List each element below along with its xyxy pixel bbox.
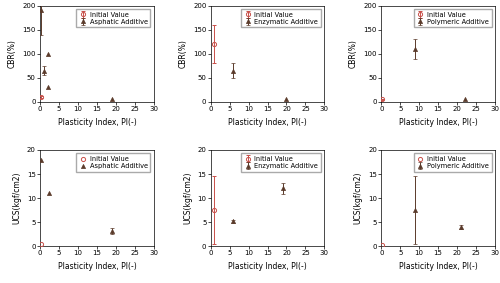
Y-axis label: CBR(%): CBR(%)	[349, 39, 358, 68]
X-axis label: Plasticity Index, PI(-): Plasticity Index, PI(-)	[399, 118, 477, 127]
Legend: Initial Value, Polymeric Additive: Initial Value, Polymeric Additive	[414, 153, 492, 172]
X-axis label: Plasticity Index, PI(-): Plasticity Index, PI(-)	[399, 262, 477, 271]
Legend: Initial Value, Polymeric Additive: Initial Value, Polymeric Additive	[414, 9, 492, 27]
Y-axis label: UCS(kgf/cm2): UCS(kgf/cm2)	[183, 172, 192, 224]
Legend: Initial Value, Asphatic Additive: Initial Value, Asphatic Additive	[76, 9, 150, 27]
Y-axis label: CBR(%): CBR(%)	[178, 39, 188, 68]
Y-axis label: CBR(%): CBR(%)	[8, 39, 17, 68]
Legend: Initial Value, Asphatic Additive: Initial Value, Asphatic Additive	[76, 153, 150, 172]
Y-axis label: UCS(kgf/cm2): UCS(kgf/cm2)	[12, 172, 22, 224]
Legend: Initial Value, Enzymatic Additive: Initial Value, Enzymatic Additive	[241, 153, 321, 172]
Y-axis label: UCS(kgf/cm2): UCS(kgf/cm2)	[354, 172, 362, 224]
X-axis label: Plasticity Index, PI(-): Plasticity Index, PI(-)	[58, 262, 136, 271]
X-axis label: Plasticity Index, PI(-): Plasticity Index, PI(-)	[58, 118, 136, 127]
X-axis label: Plasticity Index, PI(-): Plasticity Index, PI(-)	[228, 262, 307, 271]
X-axis label: Plasticity Index, PI(-): Plasticity Index, PI(-)	[228, 118, 307, 127]
Legend: Initial Value, Enzymatic Additive: Initial Value, Enzymatic Additive	[241, 9, 321, 27]
